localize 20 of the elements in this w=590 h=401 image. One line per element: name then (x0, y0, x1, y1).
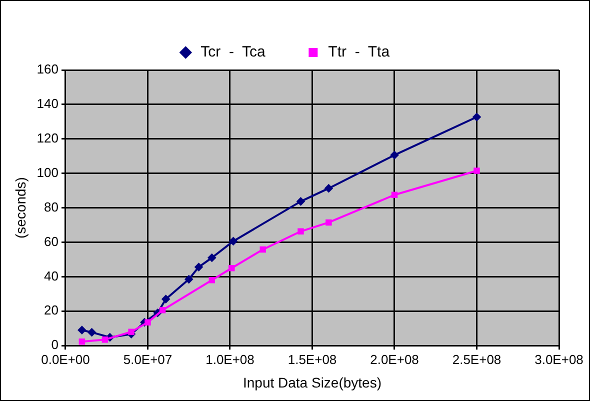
y-tick-label: 160 (36, 62, 58, 77)
x-tick-label: 1.0E+08 (206, 352, 254, 367)
x-tick-label: 2.5E+08 (452, 352, 502, 367)
legend-label: Tcr - Tca (200, 44, 266, 61)
y-axis-title: (seconds) (12, 177, 28, 239)
x-tick-label: 0.0E+00 (41, 352, 90, 367)
y-tick-label: 20 (44, 302, 58, 318)
y-tick-label: 60 (44, 234, 58, 249)
x-tick-label: 2.0E+08 (370, 352, 419, 367)
y-tick-label: 140 (36, 96, 58, 112)
y-tick-label: 80 (44, 199, 58, 214)
y-tick-label: 40 (44, 268, 58, 284)
x-axis-title: Input Data Size(bytes) (242, 374, 382, 390)
y-tick-label: 100 (36, 164, 58, 180)
y-tick-label: 120 (36, 130, 58, 146)
x-tick-label: 1.5E+08 (288, 352, 337, 367)
y-tick-label: 0 (51, 337, 58, 352)
x-tick-label: 5.0E+07 (123, 352, 172, 367)
x-tick-label: 3.0E+08 (534, 352, 584, 367)
legend-label: Ttr - Tta (328, 44, 390, 61)
